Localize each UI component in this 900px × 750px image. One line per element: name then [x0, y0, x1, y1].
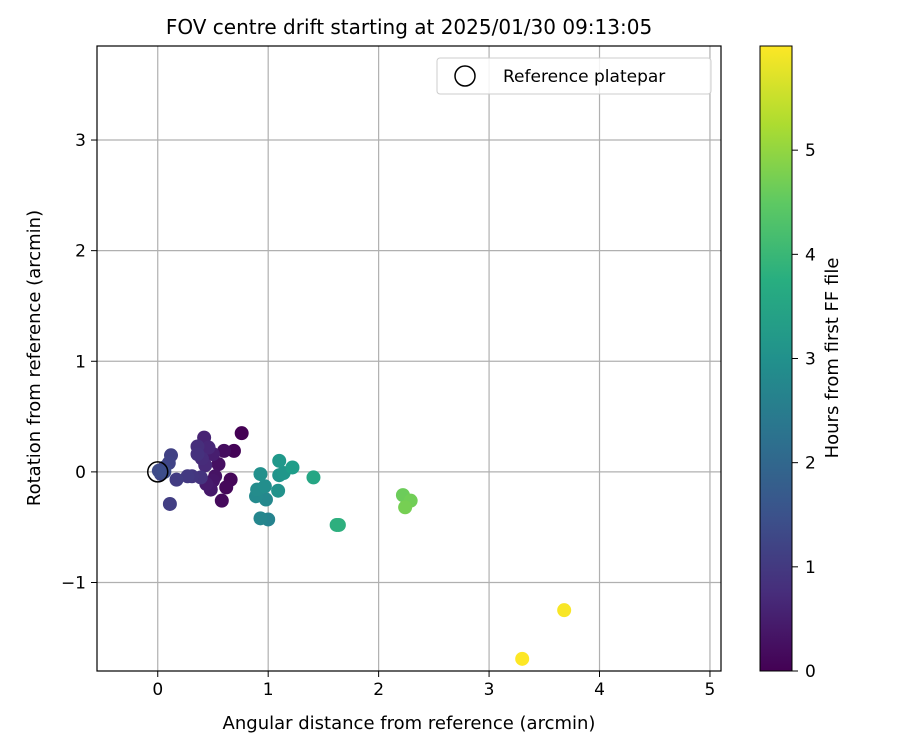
legend-marker-icon: [454, 65, 476, 87]
y-tick-label: −1: [61, 574, 86, 594]
data-point: [234, 426, 249, 441]
data-point: [226, 443, 241, 458]
data-point: [272, 453, 287, 468]
x-tick-label: 3: [484, 680, 495, 700]
data-point: [331, 517, 346, 532]
colorbar-tick-label: 0: [805, 662, 816, 682]
data-point: [190, 447, 205, 462]
data-point: [557, 603, 572, 618]
data-point: [257, 479, 272, 494]
legend-label: Reference platepar: [503, 67, 665, 87]
x-tick-label: 2: [373, 680, 384, 700]
data-point: [398, 500, 413, 515]
x-tick-label: 5: [705, 680, 716, 700]
colorbar-tick-label: 5: [805, 141, 816, 161]
scatter-points: [151, 426, 572, 666]
data-point: [180, 469, 195, 484]
plot-frame: [96, 45, 722, 672]
y-axis-ticks: −1 0 1 2 3: [61, 131, 97, 594]
colorbar-tick-label: 2: [805, 454, 816, 474]
data-point: [253, 511, 268, 526]
legend: Reference platepar: [436, 57, 712, 95]
legend-box: [436, 57, 712, 95]
colorbar-tick-label: 1: [805, 558, 816, 578]
data-point: [217, 443, 232, 458]
colorbar-tick-label: 4: [805, 245, 816, 265]
data-point: [271, 483, 286, 498]
colorbar-label: Hours from first FF file: [822, 258, 843, 459]
data-point: [285, 460, 300, 475]
data-point: [201, 440, 216, 455]
grid: [97, 46, 721, 671]
colorbar-ticks: 0 1 2 3 4 5: [792, 141, 816, 682]
colorbar-gradient: [759, 45, 793, 672]
x-axis-ticks: 0 1 2 3 4 5: [152, 671, 715, 700]
data-point: [169, 472, 184, 487]
data-point: [515, 651, 530, 666]
chart-title: FOV centre drift starting at 2025/01/30 …: [166, 15, 652, 39]
y-tick-label: 0: [75, 463, 86, 483]
data-point: [219, 480, 234, 495]
data-point: [162, 496, 177, 511]
y-tick-label: 3: [75, 131, 86, 151]
data-point: [306, 470, 321, 485]
colorbar: 0 1 2 3 4 5 Hours from first FF file: [759, 45, 843, 682]
data-point: [214, 493, 229, 508]
y-tick-label: 1: [75, 352, 86, 372]
reference-platepar-marker: [146, 461, 169, 483]
y-tick-label: 2: [75, 242, 86, 262]
x-tick-label: 1: [263, 680, 274, 700]
data-point: [157, 464, 172, 479]
colorbar-tick-label: 3: [805, 350, 816, 370]
data-point: [253, 467, 268, 482]
x-axis-label: Angular distance from reference (arcmin): [223, 713, 596, 734]
x-tick-label: 0: [152, 680, 163, 700]
x-tick-label: 4: [594, 680, 605, 700]
y-axis-label: Rotation from reference (arcmin): [24, 210, 45, 506]
